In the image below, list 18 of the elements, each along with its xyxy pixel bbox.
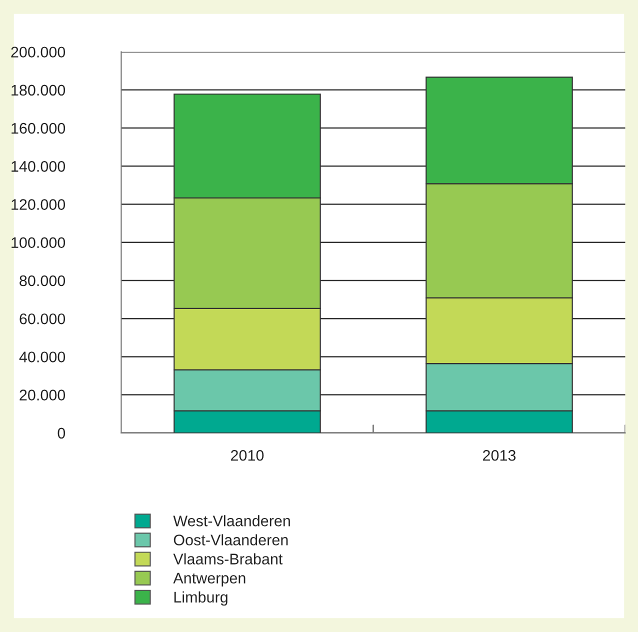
legend-label: Vlaams-Brabant	[173, 553, 283, 564]
y-tick-label: 20.000	[20, 390, 66, 400]
y-tick-label: 100.000	[12, 237, 66, 248]
y-tick-label: 60.000	[20, 313, 66, 324]
y-tick-label: 180.000	[12, 84, 66, 96]
legend-label: Limburg	[174, 591, 228, 606]
y-tick-label: 140.000	[12, 161, 66, 172]
y-tick-label: 0	[58, 428, 66, 439]
x-tick-label: 2010	[231, 450, 264, 461]
legend-label: Oost-Vlaanderen	[174, 534, 288, 546]
x-tick-label: 2013	[483, 450, 516, 461]
legend-label: West-Vlaanderen	[173, 515, 290, 526]
y-tick-label: 200.000	[11, 46, 66, 58]
y-tick-label: 80.000	[20, 275, 66, 286]
legend-label: Antwerpen	[173, 572, 246, 587]
y-tick-label: 120.000	[12, 199, 66, 210]
y-tick-label: 40.000	[19, 352, 66, 362]
y-tick-label: 160.000	[12, 122, 66, 134]
